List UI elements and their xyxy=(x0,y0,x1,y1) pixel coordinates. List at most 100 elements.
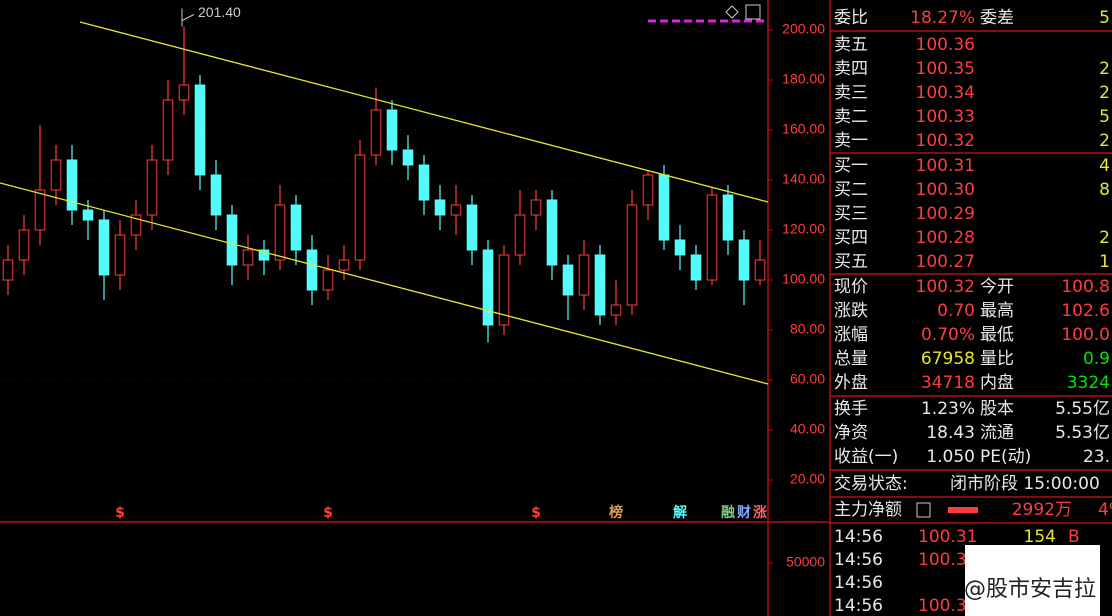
candle-body xyxy=(562,264,574,296)
book-volume: 1 xyxy=(1099,252,1110,272)
book-price: 100.35 xyxy=(916,59,975,79)
event-marker: 财 xyxy=(736,504,751,521)
stat-label: 涨跌 xyxy=(834,301,868,321)
candle-body xyxy=(450,204,462,216)
stat-label: 涨幅 xyxy=(834,325,868,345)
candle-body xyxy=(626,204,638,306)
flow-label: 主力净额 xyxy=(834,500,902,520)
candle-body xyxy=(594,254,606,316)
y-tick-label: 80.00 xyxy=(790,321,825,337)
status-label: 交易状态: xyxy=(834,474,908,494)
y-tick-label: 120.00 xyxy=(782,221,825,237)
fund-value: 1.23% xyxy=(921,399,975,419)
stat-value: 0.70% xyxy=(921,325,975,345)
book-price: 100.34 xyxy=(916,83,975,103)
candle-body xyxy=(226,214,238,266)
fund-value: 1.050 xyxy=(926,447,975,467)
stat-value: 100.32 xyxy=(916,277,975,297)
candle-body xyxy=(690,254,702,281)
book-volume: 2 xyxy=(1099,228,1110,248)
book-label: 卖五 xyxy=(834,35,868,55)
stat-value: 102.6 xyxy=(1061,301,1110,321)
window-icon[interactable] xyxy=(745,4,761,20)
book-price: 100.32 xyxy=(916,131,975,151)
book-price: 100.36 xyxy=(916,35,975,55)
trade-time: 14:56 xyxy=(834,573,883,593)
y-tick-label: 160.00 xyxy=(782,121,825,137)
candle-body xyxy=(546,199,558,266)
candle-body xyxy=(418,164,430,201)
stat-value: 100.8 xyxy=(1061,277,1110,297)
stat-label: 内盘 xyxy=(980,373,1014,393)
trade-time: 14:56 xyxy=(834,550,883,570)
label: 委差 xyxy=(980,8,1014,28)
stat-value: 100.0 xyxy=(1061,325,1110,345)
trade-side: B xyxy=(1068,527,1080,547)
candle-body xyxy=(66,159,78,211)
book-price: 100.28 xyxy=(916,228,975,248)
fund-label: 股本 xyxy=(980,399,1014,419)
book-price: 100.33 xyxy=(916,107,975,127)
trend-line xyxy=(0,182,769,385)
book-volume: 2 xyxy=(1099,131,1110,151)
fund-value: 18.43 xyxy=(926,423,975,443)
stat-label: 量比 xyxy=(980,349,1014,369)
candle-body xyxy=(530,199,542,216)
trade-price: 100.3 xyxy=(918,550,967,570)
candle-body xyxy=(642,174,654,206)
candle-body xyxy=(258,249,270,261)
candle-body xyxy=(98,219,110,276)
fund-label: 流通 xyxy=(980,423,1014,443)
candle-body xyxy=(674,239,686,256)
candle-body xyxy=(82,209,94,221)
stat-value: 67958 xyxy=(921,349,975,369)
candle-body xyxy=(354,154,366,261)
stat-label: 最低 xyxy=(980,325,1014,345)
candle-body xyxy=(178,84,190,101)
event-marker: $ xyxy=(531,505,541,521)
candle-body xyxy=(322,269,334,291)
y-tick-label: 20.00 xyxy=(790,471,825,487)
event-marker: 解 xyxy=(673,504,687,521)
candle-body xyxy=(338,259,350,271)
book-volume: 2 xyxy=(1099,59,1110,79)
candle-body xyxy=(706,194,718,281)
book-price: 100.29 xyxy=(916,204,975,224)
event-marker: $ xyxy=(115,505,125,521)
annotation-pointer xyxy=(181,8,195,27)
book-label: 买四 xyxy=(834,228,868,248)
trade-price: 100.31 xyxy=(918,527,977,547)
fund-value: 23. xyxy=(1083,447,1110,467)
book-price: 100.30 xyxy=(916,180,975,200)
candle-body xyxy=(290,204,302,251)
fund-label: PE(动) xyxy=(980,447,1031,467)
trend-line xyxy=(79,21,769,203)
book-label: 卖三 xyxy=(834,83,868,103)
value: 18.27% xyxy=(910,8,975,28)
y-tick-label: 200.00 xyxy=(782,21,825,37)
candle-body xyxy=(50,159,62,191)
trade-price: 100.3 xyxy=(918,596,967,616)
volume-tick-label: 50000 xyxy=(786,554,825,570)
stat-label: 现价 xyxy=(834,277,868,297)
candle-body xyxy=(434,199,446,216)
diamond-icon[interactable] xyxy=(725,5,739,19)
book-volume: 2 xyxy=(1099,83,1110,103)
book-label: 卖四 xyxy=(834,59,868,79)
candle-body xyxy=(114,234,126,276)
flow-bar xyxy=(948,507,978,513)
flow-percent: 4% xyxy=(1098,500,1112,520)
y-tick-label: 100.00 xyxy=(782,271,825,287)
book-label: 买二 xyxy=(834,180,868,200)
candle-body xyxy=(386,109,398,151)
book-price: 100.31 xyxy=(916,156,975,176)
price-chart: 200.00 180.00 160.00 140.00 120.00 100.00 80.0… xyxy=(0,4,825,570)
candle-body xyxy=(610,304,622,316)
fund-label: 收益(一) xyxy=(834,447,898,467)
status-value: 闭市阶段 15:00:00 xyxy=(950,474,1100,494)
annotation-label: 201.40 xyxy=(198,4,241,20)
candle-body xyxy=(578,254,590,296)
candle-body xyxy=(482,249,494,326)
